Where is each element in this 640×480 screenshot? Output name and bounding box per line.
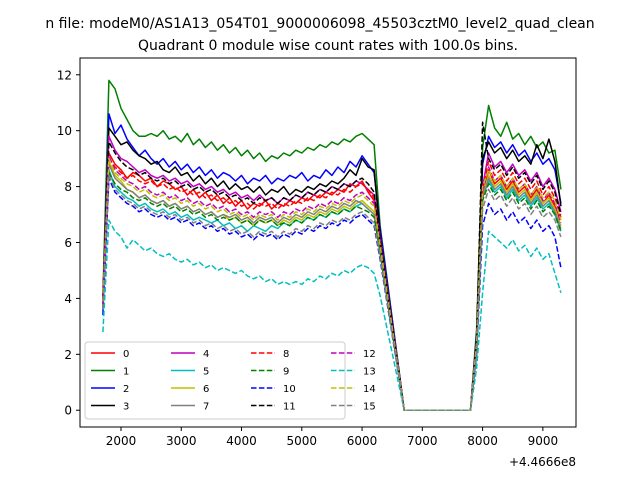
x-axis: 2000 3000 4000 5000 6000 7000 8000 9000: [106, 427, 558, 448]
y-tick-label: 4: [64, 292, 72, 306]
y-tick-label: 2: [64, 348, 72, 362]
legend-label-8: 8: [283, 349, 289, 360]
legend-label-15: 15: [363, 402, 376, 413]
series-line-15: [102, 174, 562, 411]
legend-label-9: 9: [283, 367, 289, 378]
legend-label-13: 13: [363, 367, 376, 378]
x-tick-label: 6000: [347, 434, 378, 448]
legend-label-12: 12: [363, 349, 376, 360]
series-line-3: [102, 127, 562, 411]
legend-label-2: 2: [123, 384, 129, 395]
legend-label-5: 5: [203, 367, 209, 378]
y-tick-label: 12: [57, 68, 72, 82]
legend-label-1: 1: [123, 367, 129, 378]
legend-label-4: 4: [203, 349, 209, 360]
x-tick-label: 9000: [528, 434, 559, 448]
x-tick-label: 7000: [407, 434, 438, 448]
x-tick-label: 3000: [166, 434, 197, 448]
series-line-2: [102, 113, 562, 411]
legend-label-11: 11: [283, 402, 296, 413]
x-tick-label: 8000: [467, 434, 498, 448]
legend-label-3: 3: [123, 402, 129, 413]
chart-title: Quadrant 0 module wise count rates with …: [138, 38, 518, 54]
series-line-11: [102, 121, 562, 411]
legend-box: [84, 341, 346, 420]
figure-suptitle: n file: modeM0/AS1A13_054T01_9000006098_…: [45, 16, 594, 32]
y-axis: 0 2 4 6 8 10 12: [57, 68, 80, 418]
series-line-9: [102, 171, 562, 411]
series-line-1: [102, 79, 562, 411]
legend-label-10: 10: [283, 384, 296, 395]
series-layer: [102, 79, 562, 411]
x-tick-label: 2000: [106, 434, 137, 448]
legend-label-0: 0: [123, 349, 129, 360]
y-tick-label: 6: [64, 236, 72, 250]
series-line-14: [102, 157, 562, 411]
series-line-8: [102, 157, 562, 411]
legend-label-14: 14: [363, 384, 376, 395]
x-tick-label: 4000: [226, 434, 257, 448]
series-line-13: [102, 219, 562, 411]
series-line-7: [102, 163, 562, 411]
legend-label-7: 7: [203, 402, 209, 413]
legend-label-6: 6: [203, 384, 209, 395]
y-tick-label: 8: [64, 180, 72, 194]
x-axis-offset-label: +4.4666e8: [509, 455, 576, 469]
x-tick-label: 5000: [287, 434, 318, 448]
y-tick-label: 10: [57, 124, 72, 138]
y-tick-label: 0: [64, 404, 72, 418]
